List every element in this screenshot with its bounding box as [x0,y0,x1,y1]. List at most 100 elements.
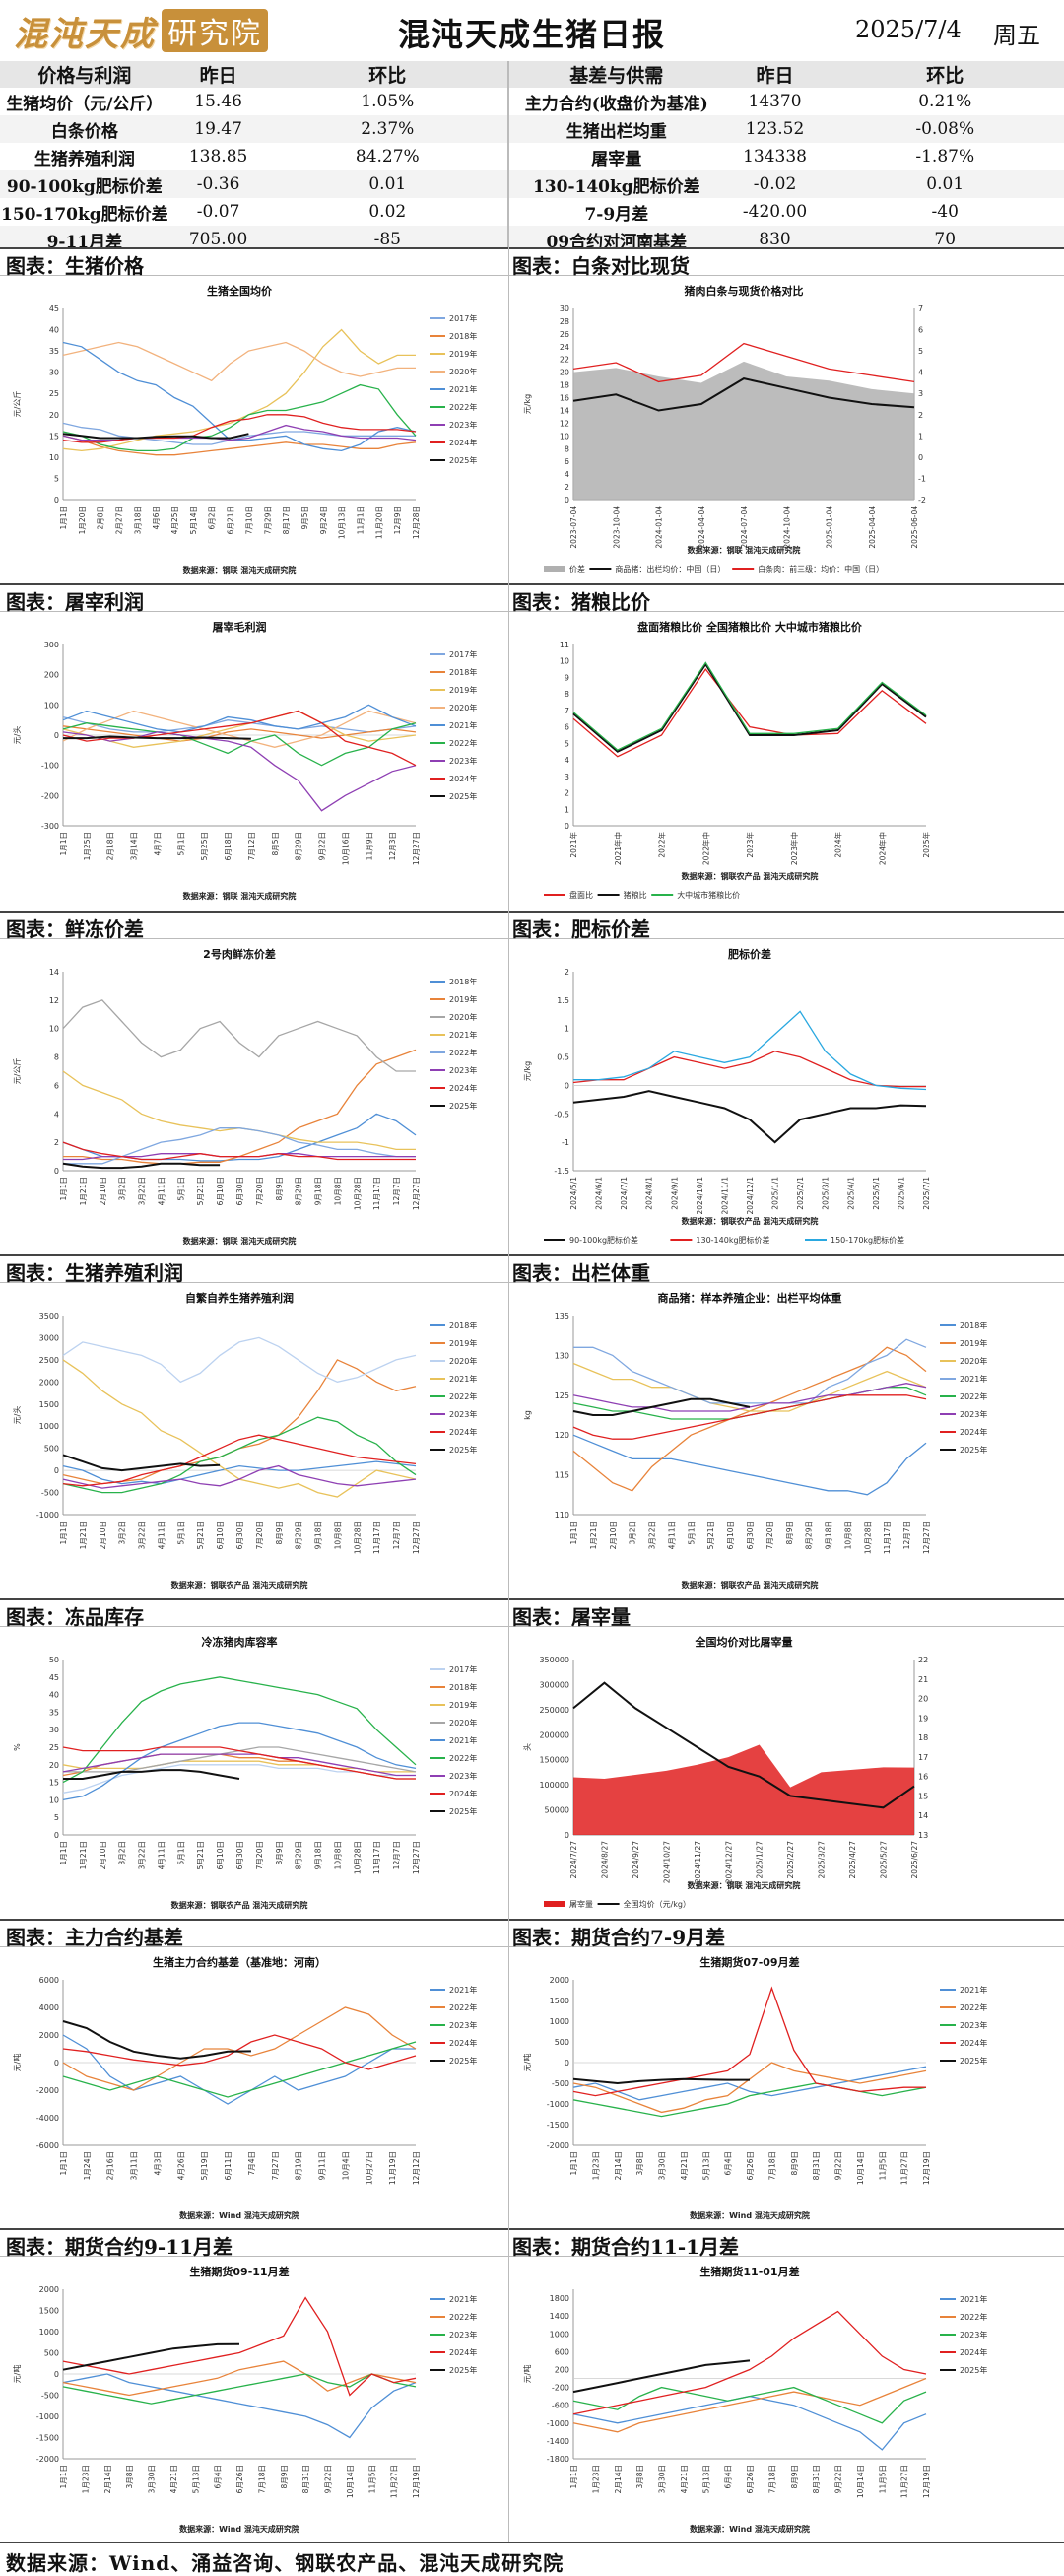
y-tick-label: 300 [44,641,59,649]
legend-label: 2021年 [449,2294,477,2304]
chart-spread-9-11: 生猪期货09-11月差 -2000 -1500 -1000 -500 0 500 1000 15… [2,2256,504,2540]
x-tick-label: 2月14日 [103,2465,112,2493]
series-line [62,2342,240,2371]
series-line [62,999,416,1072]
x-tick-label: 7月18日 [257,2465,266,2493]
series-line [62,341,417,452]
x-tick-label: 2024/7/1 [620,1177,629,1210]
x-tick-label: 12月27日 [412,832,421,865]
y-tick-label: 35 [49,347,59,356]
legend-label: 2024年 [449,1789,477,1798]
x-tick-label: 1月25日 [83,832,92,860]
y-tick-label: 50000 [545,1806,569,1815]
y-tick-label: 10 [49,453,59,462]
x-tick-label: 2024/8/1 [645,1177,654,1210]
series-line [573,1010,927,1091]
chart-svg: 盘面猪粮比价 全国猪粮比价 大中城市猪粮比价 0 1 2 3 4 5 6 7 8 9 10 11 2021… [544,620,931,900]
y2-tick-label: 2 [918,411,923,420]
series-line [572,661,927,751]
x-tick-label: 9月18日 [825,1521,833,1549]
legend-label: 2021年 [960,2294,987,2304]
section-title-left: 图表：生猪价格 [6,254,144,278]
y-tick-label: -0.5 [554,1110,569,1119]
summary-row: 90-100kg肥标价差 -0.36 0.01 130-140kg肥标价差 -0… [0,170,1064,198]
x-tick-label: 2022年中 [700,832,710,865]
x-tick-label: 9月18日 [314,1521,323,1549]
x-tick-label: 4月11日 [157,1841,166,1869]
chart-slaughter-profit: 屠宰毛利润 -300 -200 -100 0 100 200 300 元/头 1月1日 1月25日 2… [2,611,504,907]
x-tick-label: 12月19日 [922,2151,931,2185]
section-header: 图表：期货合约9-11月差 图表：期货合约11-1月差 [0,2228,1064,2259]
y-tick-label: 200000 [539,1730,569,1739]
logo-institute: 研究院 [162,9,268,52]
row-change: -0.08% [826,115,1064,143]
chart-source: 数据来源：钢联农产品 混沌天成研究院 [682,1216,819,1226]
y-tick-label: 0 [54,731,59,740]
y-axis-label: 元/公斤 [12,1058,22,1085]
legend-label: 2023年 [449,420,477,430]
x-tick-label: 10月8日 [333,1177,342,1205]
chart-title: 商品猪：样本养殖企业：出栏平均体重 [658,1291,842,1305]
legend-label: 2023年 [449,2020,477,2030]
legend-label: 2019年 [449,685,477,695]
x-tick-label: 2025/6/1 [897,1177,905,1210]
y-tick-label: 0 [54,496,59,505]
y-tick-label: 12 [560,419,569,428]
section-title-right: 图表：期货合约7-9月差 [512,1926,726,1949]
y-tick-label: 250000 [539,1706,569,1715]
x-tick-label: 5月21日 [196,1841,205,1869]
x-tick-label: 12月19日 [412,2465,421,2498]
x-tick-label: 7月20日 [765,1521,774,1549]
x-tick-label: 7月18日 [767,2151,776,2180]
x-tick-label: 9月22日 [834,2465,843,2493]
x-tick-label: 8月29日 [295,1177,303,1205]
legend-label: 90-100kg肥标价差 [569,1235,638,1245]
legend-label: 2020年 [449,1012,477,1022]
y-tick-label: 0 [565,1831,569,1840]
x-tick-label: 12月7日 [392,1177,401,1205]
x-tick-label: 9月24日 [319,506,328,534]
y-tick-label: 25 [49,1743,59,1752]
y-tick-label: 4 [54,1110,59,1119]
x-tick-label: 2021年 [568,832,578,858]
row-change: -1.87% [915,147,975,167]
legend-label: 2025年 [449,1806,477,1816]
y-tick-label: 8 [54,1053,59,1062]
y-tick-label: -1.5 [554,1167,569,1176]
series-line [62,1753,416,1777]
y-tick-label: 10 [560,657,569,666]
y-tick-label: 120 [555,1431,569,1440]
section-title-right: 图表：白条对比现货 [512,254,690,278]
y-tick-label: 35 [49,1708,59,1717]
series-line [62,731,417,812]
y-tick-label: 20 [49,411,59,420]
x-tick-label: 9月18日 [314,1177,323,1205]
y-tick-label: -1400 [547,2437,569,2446]
x-tick-label: 2月10日 [609,1521,618,1549]
series-line [572,1434,927,1496]
section-title-left: 图表：生猪养殖利润 [6,1261,183,1285]
x-tick-label: 2025-01-04 [826,506,834,549]
series-line [62,2296,417,2397]
y-tick-label: 40 [49,1691,59,1700]
y-tick-label: 15 [49,1779,59,1788]
y-tick-label: 16 [560,394,569,403]
series-line [572,1090,927,1144]
y-tick-label: 500 [44,1445,59,1454]
x-tick-label: 2024/12/27 [724,1841,733,1883]
x-tick-label: 6月10日 [216,1521,225,1549]
series-line [572,2082,927,2118]
x-tick-label: 5月14日 [189,506,198,534]
y-tick-label: 100 [44,701,59,710]
x-tick-label: 8月31日 [301,2465,310,2493]
row-change: 0.01 [826,170,1064,198]
section-header: 图表：鲜冻价差 图表：肥标价差 [0,911,1064,941]
x-tick-label: 3月8日 [635,2151,644,2176]
legend-label: 白条肉：前三级：均价：中国（日） [758,564,884,574]
y-tick-label: 135 [555,1312,569,1321]
x-tick-label: 10月13日 [338,506,347,539]
y2-tick-label: 17 [918,1753,928,1762]
y-tick-label: 1000 [39,1422,59,1431]
chart-svg: 猪肉白条与现货价格对比024681012141618202224262830元/… [523,284,926,574]
y-tick-label: 2 [54,1138,59,1147]
